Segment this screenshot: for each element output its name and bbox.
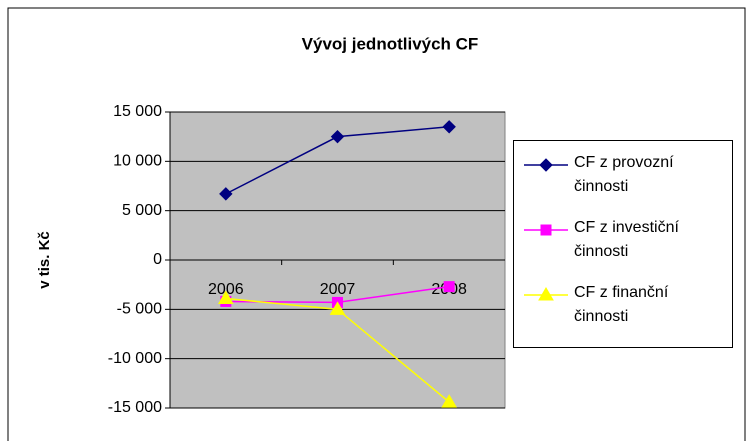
x-tick-label: 2007 — [320, 281, 356, 298]
y-tick-label: -5 000 — [117, 301, 162, 318]
x-tick-label: 2006 — [208, 281, 244, 298]
y-tick-label: -15 000 — [108, 399, 162, 416]
marker — [219, 187, 233, 201]
legend: CF z provozní činnosti CF z investiční či… — [513, 140, 733, 348]
y-tick-label: -10 000 — [108, 350, 162, 367]
legend-swatch — [524, 224, 568, 236]
y-tick-label: 5 000 — [122, 202, 162, 219]
marker — [443, 281, 455, 293]
legend-entry: CF z investiční činnosti — [514, 216, 732, 276]
legend-entry: CF z provozní činnosti — [514, 151, 732, 211]
marker — [330, 129, 345, 144]
chart-title: Vývoj jednotlivých CF — [302, 34, 479, 53]
marker — [539, 158, 553, 172]
legend-swatch — [524, 287, 568, 301]
y-tick-label: 10 000 — [113, 153, 162, 170]
legend-label: CF z provozní činnosti — [574, 154, 674, 195]
y-axis-label: v tis. Kč — [36, 231, 53, 289]
legend-entry: CF z finanční činnosti — [514, 281, 732, 341]
marker — [441, 394, 458, 408]
marker — [540, 224, 552, 236]
legend-label: CF z investiční činnosti — [574, 219, 679, 260]
y-tick-label: 15 000 — [113, 103, 162, 120]
legend-swatch — [524, 158, 568, 172]
marker — [217, 290, 234, 304]
chart-frame — [7, 7, 746, 441]
marker — [329, 301, 346, 315]
marker — [538, 287, 554, 301]
marker — [442, 120, 456, 134]
legend-label: CF z finanční činnosti — [574, 284, 669, 325]
y-tick-label: 0 — [153, 251, 162, 268]
